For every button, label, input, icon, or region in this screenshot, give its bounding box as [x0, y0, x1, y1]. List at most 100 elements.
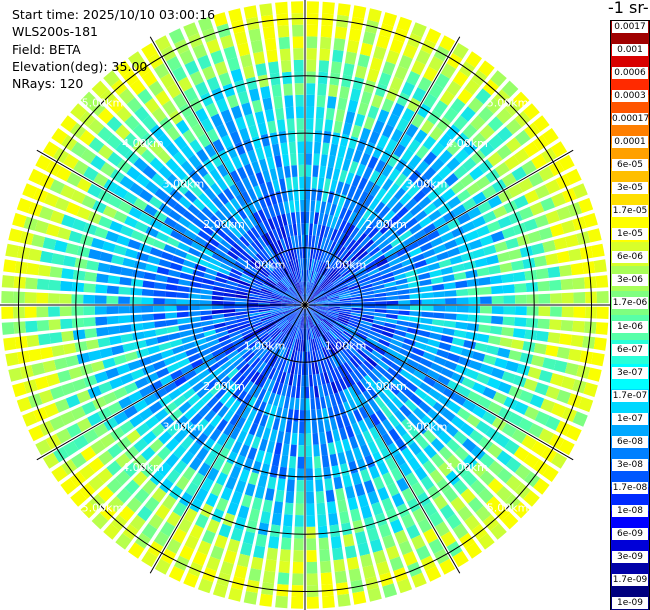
- ppi-gate: [550, 306, 562, 317]
- range-ring-label: 2.00km: [365, 380, 407, 393]
- ppi-gate: [523, 141, 540, 158]
- ppi-gate: [496, 108, 513, 124]
- ppi-gate: [349, 287, 362, 293]
- ppi-gate: [272, 228, 280, 241]
- ppi-gate: [239, 468, 250, 483]
- ppi-gate: [407, 184, 420, 197]
- ppi-gate: [333, 367, 342, 380]
- ppi-gate: [255, 533, 267, 547]
- ppi-gate: [116, 487, 132, 504]
- ppi-gate: [362, 430, 374, 444]
- ppi-gate: [316, 324, 324, 336]
- ppi-gate: [306, 308, 310, 316]
- ppi-gate: [308, 297, 314, 303]
- ppi-gate: [86, 339, 100, 350]
- ppi-gate: [317, 236, 323, 249]
- ppi-gate: [534, 382, 549, 396]
- ppi-gate: [216, 98, 229, 113]
- ppi-gate: [306, 596, 319, 609]
- ppi-gate: [72, 218, 87, 232]
- ppi-gate: [373, 45, 387, 61]
- ppi-gate: [452, 70, 469, 87]
- ppi-gate: [306, 129, 314, 142]
- ppi-gate: [181, 145, 195, 159]
- ppi-gate: [222, 258, 234, 268]
- ppi-gate: [238, 280, 251, 287]
- ppi-gate: [61, 214, 76, 228]
- ppi-gate: [295, 94, 304, 107]
- ppi-gate: [211, 295, 224, 301]
- ppi-gate: [127, 239, 142, 250]
- ppi-gate: [306, 293, 310, 302]
- ppi-gate: [305, 281, 308, 294]
- ppi-gate: [294, 327, 299, 339]
- ppi-gate: [218, 149, 230, 163]
- ppi-gate: [549, 223, 565, 237]
- ppi-gate: [433, 494, 448, 510]
- colorbar-tick-label: 6e-09: [612, 527, 648, 540]
- ppi-gate: [106, 478, 123, 494]
- ppi-gate: [277, 25, 290, 38]
- ppi-gate: [447, 196, 462, 209]
- ppi-gate: [322, 1, 335, 15]
- ppi-gate: [325, 287, 337, 295]
- ppi-gate: [386, 300, 399, 305]
- ppi-gate: [320, 372, 326, 385]
- ppi-gate: [390, 467, 404, 482]
- ppi-gate: [248, 472, 259, 486]
- ppi-gate: [288, 313, 298, 323]
- ppi-gate: [141, 550, 158, 568]
- ppi-gate: [412, 347, 425, 357]
- ppi-gate: [190, 241, 204, 252]
- ppi-gate: [272, 313, 284, 320]
- ppi-gate: [334, 259, 344, 271]
- ppi-gate: [315, 273, 323, 285]
- ppi-gate: [421, 299, 434, 305]
- ppi-gate: [491, 315, 504, 325]
- ppi-gate: [299, 176, 305, 189]
- range-ring-label: 5.00km: [82, 96, 124, 109]
- ppi-gate: [247, 310, 259, 314]
- ppi-gate: [223, 364, 236, 375]
- ppi-gate: [248, 339, 260, 349]
- ppi-gate: [144, 496, 160, 512]
- ppi-gate: [418, 330, 431, 338]
- ppi-gate: [295, 339, 300, 352]
- ppi-gate: [197, 540, 212, 556]
- ppi-gate: [263, 219, 272, 232]
- ppi-gate: [528, 423, 544, 438]
- ppi-gate: [369, 170, 381, 184]
- ppi-gate: [561, 220, 576, 234]
- ppi-gate: [260, 364, 270, 376]
- ppi-gate: [222, 83, 236, 98]
- ppi-gate: [317, 420, 325, 433]
- ppi-gate: [380, 356, 393, 367]
- ppi-gate: [595, 275, 609, 288]
- ppi-gate: [247, 244, 258, 256]
- ppi-gate: [325, 107, 335, 121]
- ppi-gate: [354, 334, 366, 343]
- ppi-gate: [379, 267, 392, 276]
- ppi-gate: [488, 264, 501, 275]
- ppi-gate: [374, 364, 387, 375]
- ppi-gate: [297, 308, 303, 314]
- ppi-gate: [24, 292, 37, 304]
- ppi-gate: [471, 462, 487, 478]
- ppi-gate: [151, 487, 167, 503]
- ppi-gate: [222, 512, 236, 527]
- ppi-gate: [130, 314, 143, 323]
- ppi-gate: [290, 444, 297, 457]
- range-ring-label: 3.00km: [163, 177, 205, 190]
- ppi-gate: [302, 246, 305, 259]
- ppi-gate: [349, 371, 360, 384]
- ppi-gate: [527, 230, 542, 244]
- ppi-gate: [367, 227, 379, 239]
- ppi-gate: [388, 414, 400, 428]
- ppi-gate: [512, 328, 526, 339]
- ppi-gate: [216, 497, 229, 512]
- ppi-gate: [245, 519, 258, 534]
- ppi-gate: [218, 72, 232, 87]
- ppi-gate: [115, 470, 131, 486]
- ppi-gate: [311, 362, 316, 375]
- ppi-gate: [228, 587, 243, 602]
